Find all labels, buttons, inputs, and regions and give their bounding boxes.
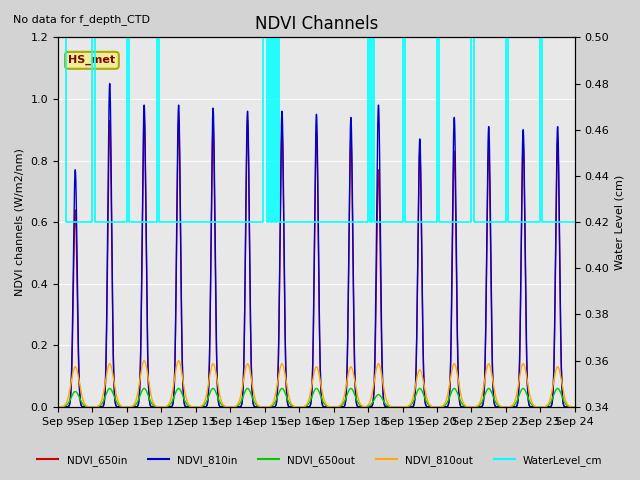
Y-axis label: Water Level (cm): Water Level (cm) — [615, 175, 625, 270]
Text: HS_met: HS_met — [68, 55, 115, 65]
Text: No data for f_depth_CTD: No data for f_depth_CTD — [13, 14, 150, 25]
Title: NDVI Channels: NDVI Channels — [255, 15, 378, 33]
Legend: NDVI_650in, NDVI_810in, NDVI_650out, NDVI_810out, WaterLevel_cm: NDVI_650in, NDVI_810in, NDVI_650out, NDV… — [33, 451, 607, 470]
Y-axis label: NDVI channels (W/m2/nm): NDVI channels (W/m2/nm) — [15, 148, 25, 296]
